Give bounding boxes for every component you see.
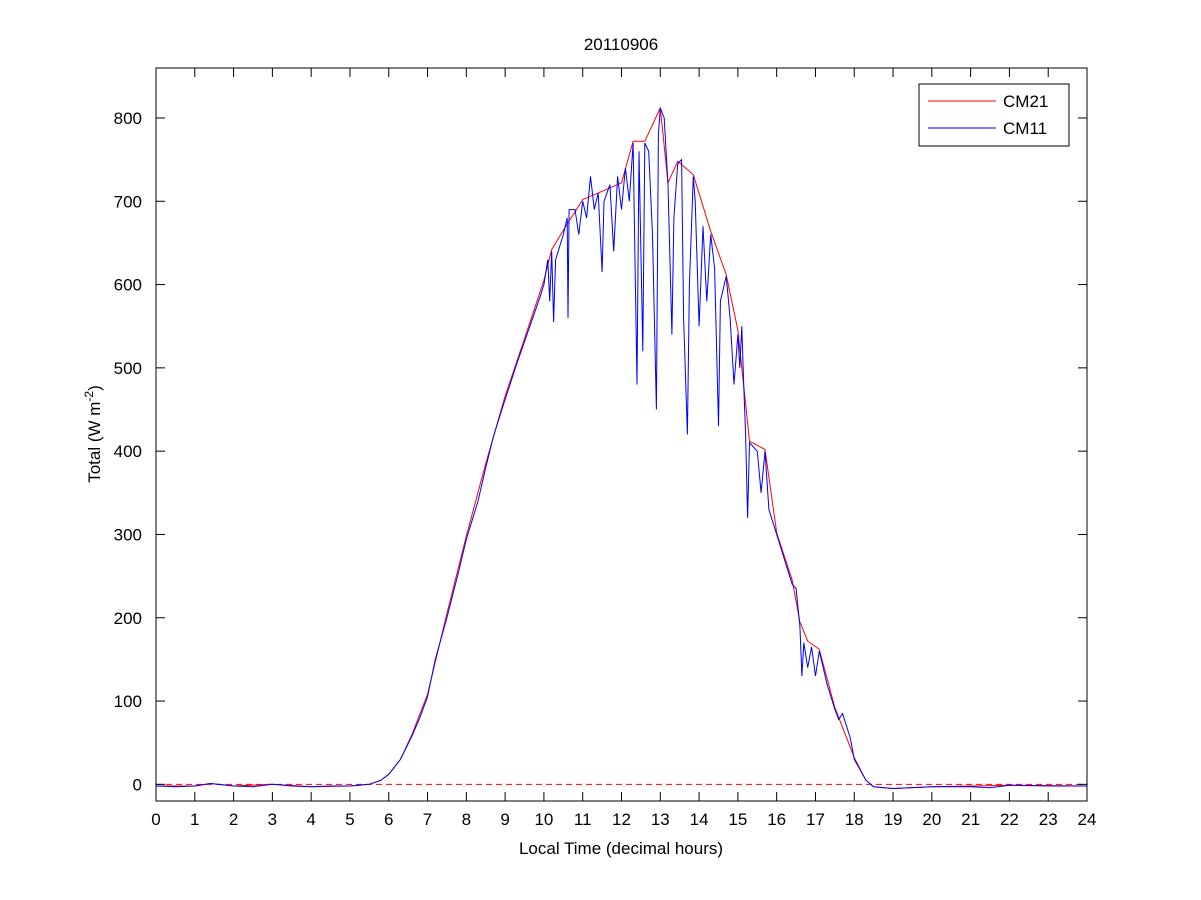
x-tick-label: 7 <box>423 810 432 829</box>
x-tick-label: 20 <box>922 810 941 829</box>
series-line-cm21 <box>156 106 1088 790</box>
x-tick-label: 15 <box>728 810 747 829</box>
axes-box <box>155 67 1088 802</box>
y-tick-label: 600 <box>114 276 142 295</box>
legend-label-cm11: CM11 <box>1003 119 1047 138</box>
x-tick-label: 4 <box>306 810 315 829</box>
plot-area: 0 1 2 3 4 5 6 7 8 9 10 11 12 13 14 15 16 17 18 19 20 21 22 23 24… <box>114 67 1097 829</box>
y-tick-label: 700 <box>114 192 142 211</box>
x-tick-label: 11 <box>574 810 592 829</box>
x-tick-label: 22 <box>1000 810 1019 829</box>
x-tick-label: 13 <box>651 810 670 829</box>
y-tick-label: 300 <box>114 525 142 544</box>
x-tick-label: 19 <box>884 810 903 829</box>
x-tick-label: 10 <box>534 810 553 829</box>
x-tick-label: 9 <box>500 810 509 829</box>
x-tick-label: 23 <box>1039 810 1058 829</box>
y-axis-label: Total (W m-2) <box>82 385 104 483</box>
x-tick-label: 14 <box>690 810 709 829</box>
x-tick-label: 5 <box>345 810 354 829</box>
x-axis-label: Local Time (decimal hours) <box>519 839 723 858</box>
x-tick-label: 2 <box>229 810 238 829</box>
legend-label-cm21: CM21 <box>1003 92 1048 111</box>
x-tick-label: 0 <box>151 810 160 829</box>
x-tick-label: 1 <box>190 810 199 829</box>
x-tick-label: 17 <box>806 810 825 829</box>
series-line-cm11 <box>155 107 1087 790</box>
x-tick-label: 21 <box>961 810 980 829</box>
x-tick-label: 8 <box>462 810 471 829</box>
y-tick-label: 400 <box>114 442 142 461</box>
x-tick-label: 6 <box>384 810 393 829</box>
x-tick-label: 16 <box>767 810 786 829</box>
y-tick-label: 0 <box>133 775 142 794</box>
legend-box <box>918 83 1070 147</box>
y-tick-label: 200 <box>114 609 142 628</box>
x-tick-label: 12 <box>612 810 631 829</box>
x-tick-label: 24 <box>1078 810 1097 829</box>
x-tick-label: 18 <box>845 810 864 829</box>
x-tick-label: 3 <box>268 810 277 829</box>
y-tick-label: 800 <box>114 109 142 128</box>
chart-title: 20110906 <box>584 35 658 54</box>
y-tick-label: 100 <box>114 692 142 711</box>
y-tick-label: 500 <box>114 359 142 378</box>
legend: CM21 CM11 <box>918 83 1070 147</box>
